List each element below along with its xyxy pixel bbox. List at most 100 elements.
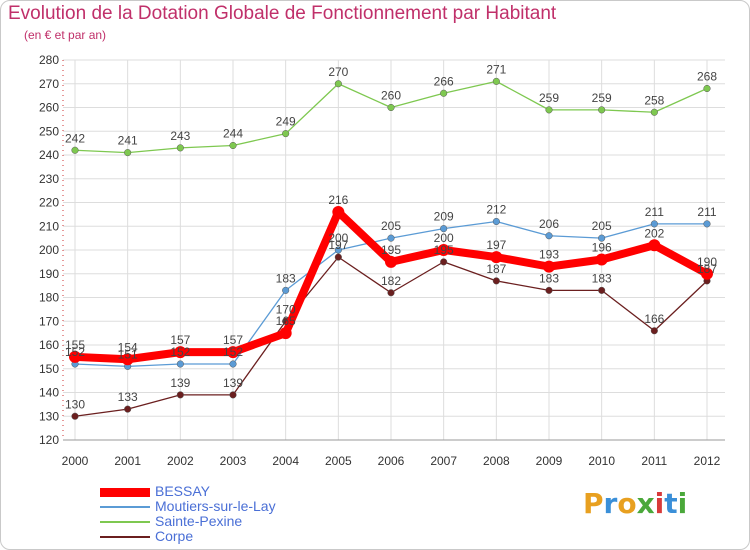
data-label: 260 — [381, 89, 401, 103]
data-label: 187 — [486, 262, 506, 276]
logo-letter: i — [677, 487, 688, 520]
data-point — [71, 412, 79, 420]
data-point — [598, 286, 606, 294]
data-point — [543, 260, 555, 273]
logo-letter: i — [654, 487, 665, 520]
data-label: 152 — [65, 345, 85, 359]
data-point — [492, 77, 500, 85]
data-label: 268 — [697, 70, 717, 84]
data-label: 197 — [328, 238, 348, 252]
y-tick-label: 220 — [39, 196, 59, 210]
data-point — [229, 360, 237, 368]
y-tick-label: 170 — [39, 314, 59, 328]
y-tick-label: 250 — [39, 124, 59, 138]
y-tick-label: 190 — [39, 267, 59, 281]
data-label: 211 — [645, 205, 664, 219]
data-label: 259 — [539, 91, 559, 105]
data-point — [387, 234, 395, 242]
data-label: 202 — [644, 226, 664, 240]
legend-item: Moutiers-sur-le-Lay — [100, 498, 360, 515]
y-tick-label: 160 — [39, 338, 59, 352]
data-label: 155 — [65, 338, 85, 352]
x-tick-label: 2009 — [536, 454, 563, 468]
data-label: 200 — [434, 231, 454, 245]
x-tick-label: 2012 — [694, 454, 721, 468]
data-point — [229, 391, 237, 399]
data-point — [440, 225, 448, 233]
data-point — [334, 253, 342, 261]
x-tick-label: 2004 — [272, 454, 299, 468]
data-point — [703, 84, 711, 93]
data-point — [440, 258, 448, 266]
data-point — [227, 346, 239, 359]
data-point — [545, 232, 553, 240]
data-point — [598, 234, 606, 242]
data-label: 139 — [223, 376, 243, 390]
data-label: 243 — [170, 129, 190, 143]
chart-legend: BESSAY Moutiers-sur-le-Lay Sainte-Pexine Co… — [100, 483, 360, 545]
legend-swatch — [100, 521, 150, 523]
data-label: 211 — [697, 205, 716, 219]
data-label: 212 — [486, 203, 506, 217]
logo-letter: x — [636, 487, 655, 520]
y-tick-label: 120 — [39, 433, 59, 447]
data-point — [490, 251, 503, 264]
legend-label: Sainte-Pexine — [155, 513, 243, 529]
data-point — [650, 220, 658, 228]
legend-item: BESSAY — [100, 483, 360, 500]
data-point — [124, 149, 132, 157]
x-tick-label: 2010 — [588, 454, 615, 468]
data-label: 182 — [381, 274, 401, 288]
data-label: 195 — [434, 243, 454, 257]
data-point — [650, 108, 658, 116]
data-label: 183 — [539, 271, 559, 285]
data-point — [440, 89, 448, 97]
y-tick-label: 130 — [39, 409, 59, 423]
data-label: 130 — [65, 397, 85, 411]
logo-letter: P — [583, 487, 604, 520]
x-tick-label: 2011 — [641, 454, 667, 468]
x-tick-label: 2007 — [430, 454, 457, 468]
data-point — [176, 144, 184, 152]
data-label: 151 — [118, 347, 138, 361]
y-tick-label: 140 — [39, 386, 59, 400]
data-label: 197 — [486, 238, 506, 252]
data-point — [545, 106, 553, 114]
data-label: 154 — [118, 340, 138, 354]
data-point — [282, 130, 290, 138]
data-point — [176, 360, 184, 368]
data-label: 259 — [592, 91, 612, 105]
data-label: 206 — [539, 217, 559, 231]
y-tick-label: 240 — [39, 148, 59, 162]
data-label: 193 — [539, 248, 559, 262]
y-tick-label: 280 — [39, 53, 59, 67]
data-point — [69, 350, 81, 363]
data-label: 133 — [118, 390, 138, 404]
data-label: 258 — [644, 93, 664, 107]
chart-subtitle: (en € et par an) — [24, 28, 107, 42]
data-label: 205 — [381, 219, 401, 233]
data-point — [121, 353, 134, 366]
legend-swatch — [100, 536, 150, 538]
legend-label: Moutiers-sur-le-Lay — [155, 498, 276, 514]
data-label: 242 — [65, 131, 85, 145]
data-point — [332, 206, 345, 218]
y-tick-label: 260 — [39, 101, 59, 115]
data-label: 271 — [486, 62, 506, 76]
x-tick-label: 2005 — [325, 454, 352, 468]
data-point — [176, 391, 184, 399]
legend-item: Corpe — [100, 528, 360, 545]
legend-item: Sainte-Pexine — [100, 513, 360, 530]
data-point — [545, 286, 553, 294]
data-label: 157 — [223, 333, 243, 347]
logo-letter: r — [603, 487, 618, 520]
x-tick-label: 2002 — [167, 454, 194, 468]
legend-swatch — [100, 487, 150, 497]
data-point — [492, 277, 500, 285]
proxiti-logo: Proxiti — [583, 487, 687, 520]
data-label: 170 — [276, 302, 296, 316]
data-label: 152 — [223, 345, 243, 359]
y-tick-label: 200 — [39, 243, 59, 257]
data-label: 216 — [328, 193, 348, 207]
